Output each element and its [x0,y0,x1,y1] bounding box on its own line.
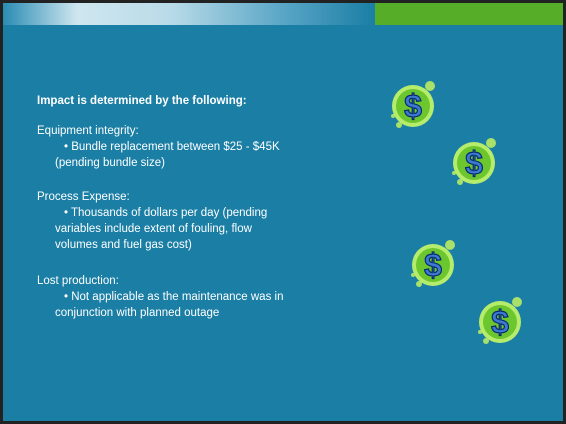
dollar-icon: $ [411,240,455,287]
icon-disc [457,146,491,180]
dollar-icon: $ [452,138,496,185]
icon-bubble [486,138,496,148]
icon-bubble [411,273,415,277]
icon-bubble [391,114,395,118]
icon-bubble [483,338,489,344]
icon-disc [396,89,430,123]
bullet-continuation: (pending bundle size) [55,157,165,169]
icon-bubble [425,81,435,91]
header-band [3,3,375,25]
icon-bubble [445,240,455,250]
dollar-icon: $ [478,297,522,344]
icon-disc [416,248,450,282]
slide: Impact is determined by the following: E… [3,3,563,421]
header-accent [375,3,563,25]
icon-disc [483,305,517,339]
bullet-continuation: conjunction with planned outage [55,307,220,319]
icon-symbol: $ [404,88,422,124]
bullet-continuation: volumes and fuel gas cost) [55,239,192,251]
icon-symbol: $ [491,304,509,340]
icon-bubble [396,122,402,128]
section-title: Process Expense: [37,191,130,203]
section-title: Equipment integrity: [37,125,139,137]
bullet-line: • Bundle replacement between $25 - $45K [64,141,280,153]
icon-symbol: $ [424,247,442,283]
icon-bubble [457,179,463,185]
icon-bubble [478,330,482,334]
heading: Impact is determined by the following: [37,95,247,107]
icon-bubble [416,281,422,287]
bullet-continuation: variables include extent of fouling, flo… [55,223,252,235]
section-title: Lost production: [37,275,119,287]
bullet-line: • Thousands of dollars per day (pending [64,207,268,219]
icon-symbol: $ [465,145,483,181]
icon-bubble [452,171,456,175]
bullet-line: • Not applicable as the maintenance was … [64,291,284,303]
dollar-icon: $ [391,81,435,128]
icon-bubble [512,297,522,307]
dollar-icons: $ $ $ $ [391,81,522,344]
